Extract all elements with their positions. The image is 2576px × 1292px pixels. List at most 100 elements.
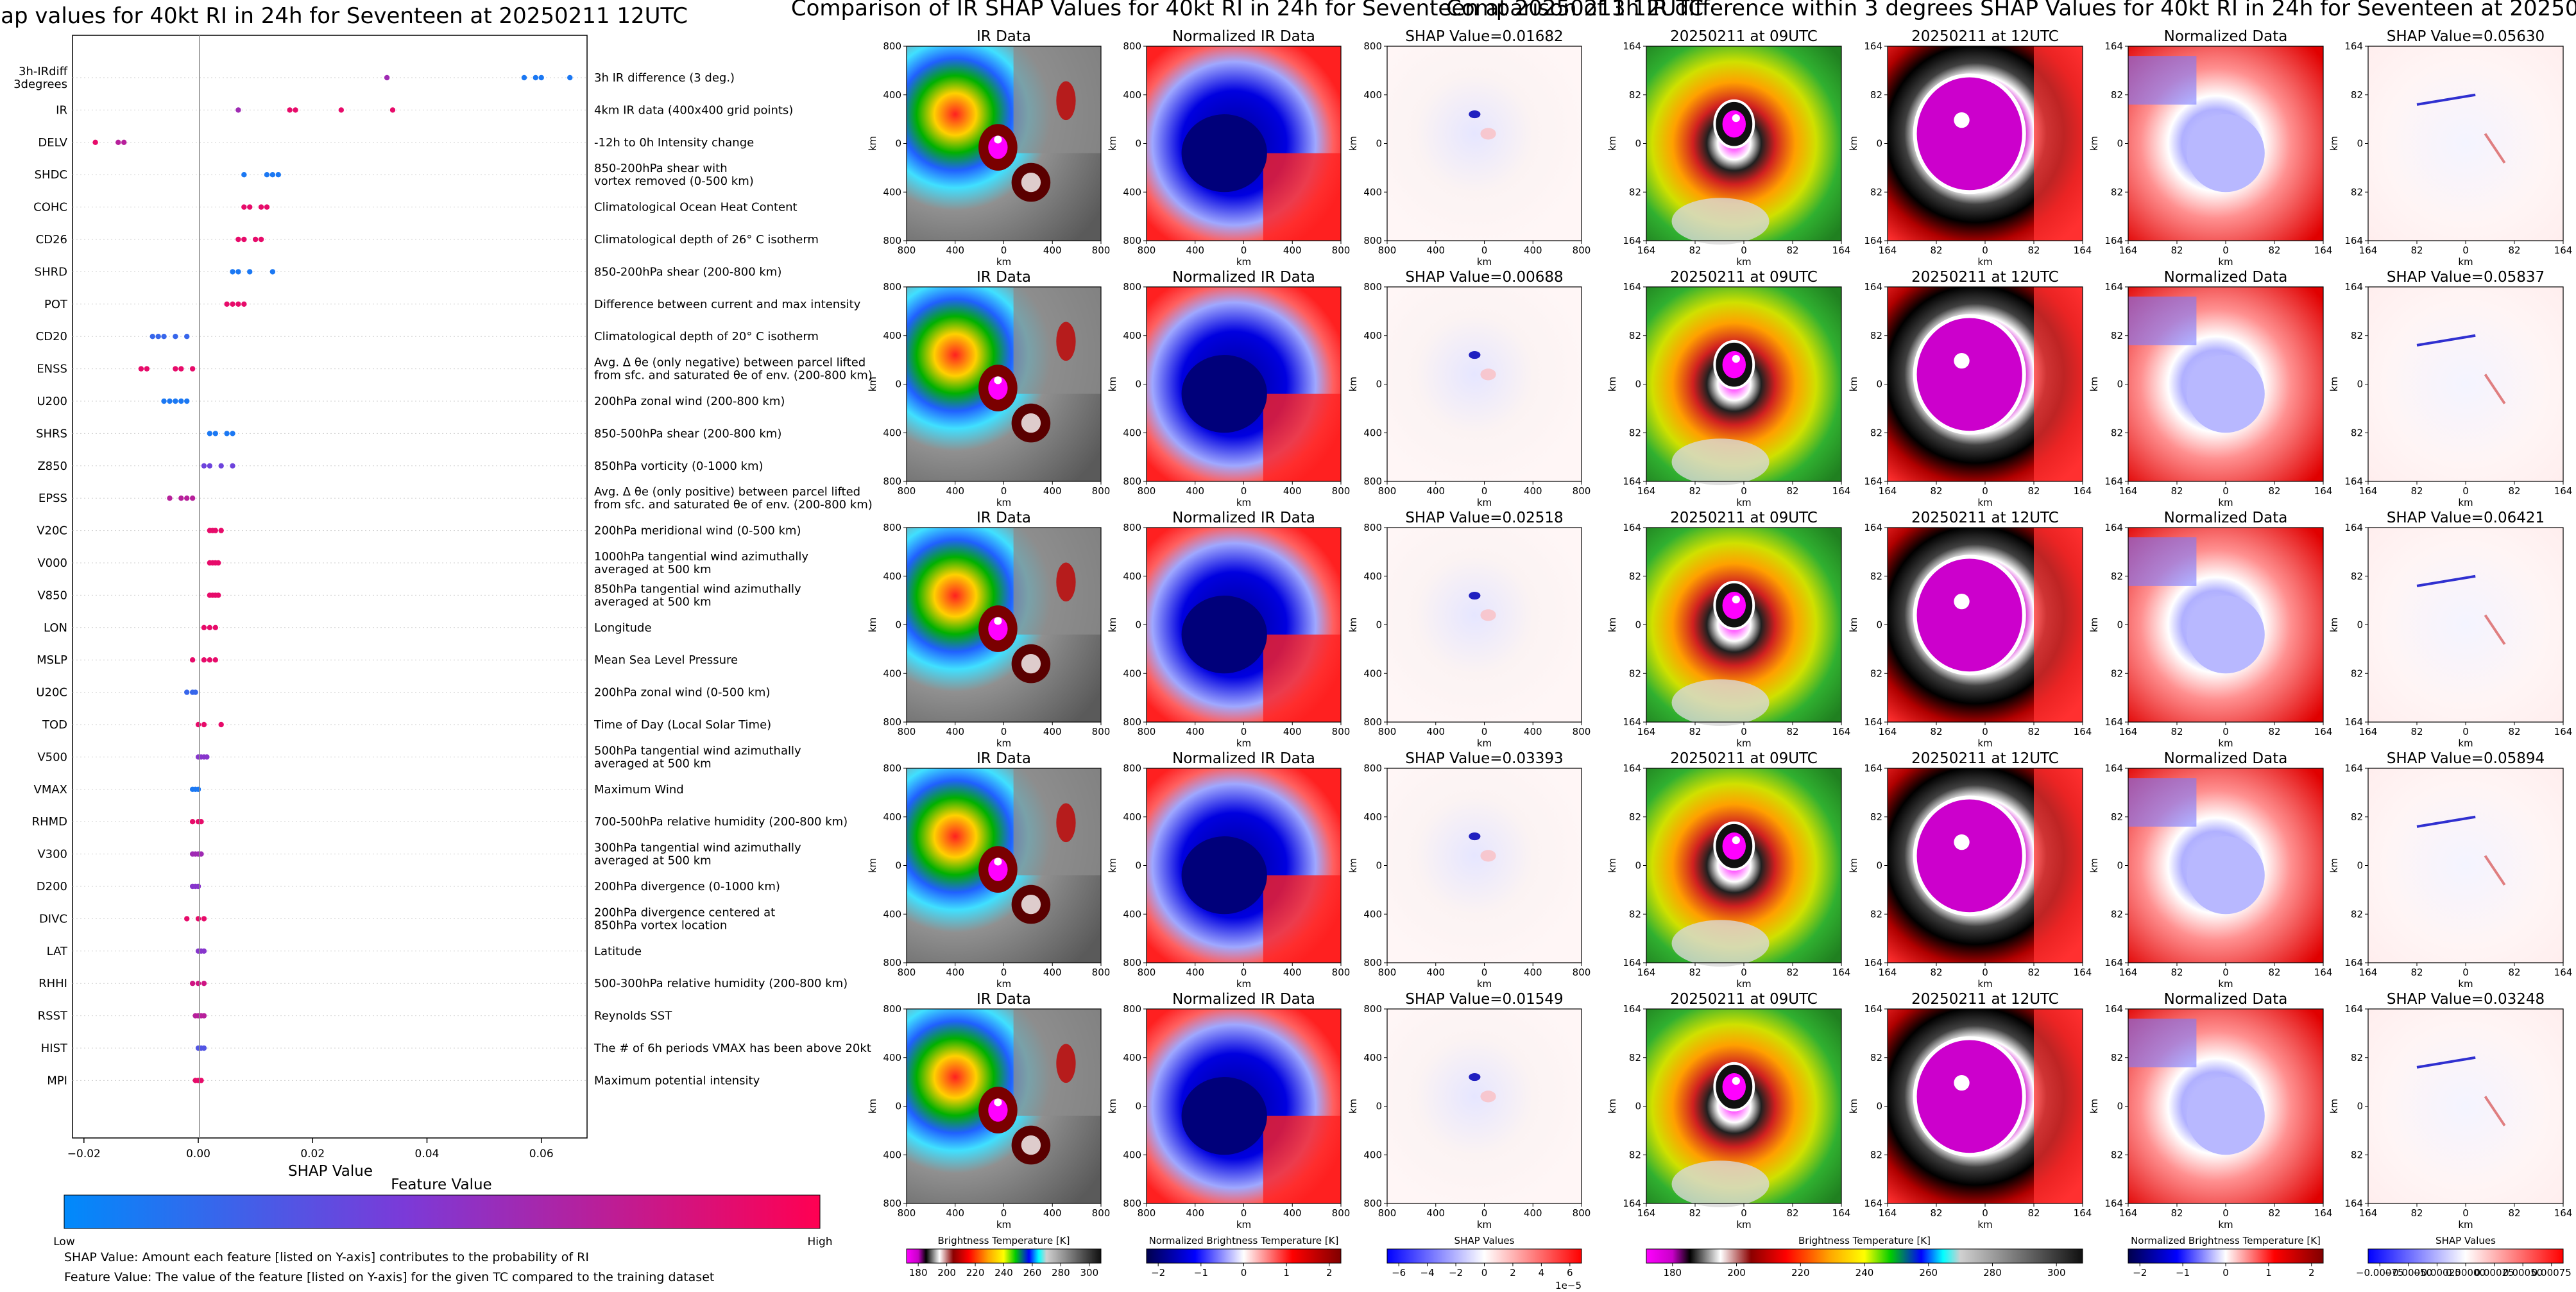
panel-y-tick: 400 <box>883 908 901 920</box>
panel-x-label: km <box>1236 1219 1251 1230</box>
panel-y-tick: 164 <box>1864 476 1882 487</box>
panel-y-label: km <box>867 858 878 873</box>
panel-x-tick: 0 <box>2222 726 2229 737</box>
panel-x-tick: 82 <box>1689 245 1701 256</box>
feature-code-label: CD26 <box>36 233 67 246</box>
panel-y-tick: 82 <box>1870 668 1882 679</box>
feature-code-label: D200 <box>37 880 67 893</box>
panel-x-tick: 400 <box>1186 1207 1204 1219</box>
panel-x-tick: 0 <box>1001 485 1007 497</box>
panel-x-tick: 164 <box>1879 967 1897 978</box>
shap-point <box>241 204 247 210</box>
panel-title: SHAP Value=0.02518 <box>1405 510 1563 526</box>
x-tick-label: 0.02 <box>300 1148 325 1160</box>
colorbar-tick: −4 <box>1420 1267 1435 1279</box>
feature-description-label: Reynolds SST <box>594 1010 672 1023</box>
panel-y-tick: 82 <box>2351 908 2363 920</box>
feature-code-label: RSST <box>38 1010 68 1023</box>
panel-title: 20250211 at 09UTC <box>1670 750 1818 767</box>
panel-y-label: km <box>1607 377 1618 392</box>
colorbar-tick: 0.00075 <box>2532 1267 2572 1279</box>
feature-description-label: Maximum potential intensity <box>594 1074 760 1087</box>
panel-y-tick: 164 <box>2104 1198 2123 1209</box>
panel-y-tick: 82 <box>2111 668 2123 679</box>
colorbar-tick: 260 <box>1919 1267 1938 1279</box>
panel-y-label: km <box>1347 377 1359 392</box>
feature-code-label: U20C <box>36 686 67 700</box>
panel-y-tick: 0 <box>1635 138 1641 150</box>
panel-y-tick: 400 <box>1123 1149 1141 1160</box>
shap-rows: 3h-IRdiff 3degrees 3h IR difference (3 deg… <box>13 65 873 1087</box>
feature-code-label: VMAX <box>34 783 68 797</box>
shap-point <box>207 657 213 663</box>
shap-point <box>173 398 178 404</box>
x-tick-label: 0.00 <box>186 1148 210 1160</box>
shap-point <box>189 981 196 986</box>
panel-y-tick: 82 <box>2351 668 2363 679</box>
panel-title: SHAP Value=0.03248 <box>2387 991 2545 1008</box>
colorbar: SHAP Values−0.00075−0.00050−0.000250.000… <box>2356 1235 2572 1279</box>
feature-description-label: 700-500hPa relative humidity (200-800 km… <box>594 815 848 829</box>
shap-point <box>212 624 218 630</box>
panel-y-tick: 400 <box>1363 811 1382 823</box>
panel-image <box>2368 46 2563 241</box>
panel-y-tick: 0 <box>1135 1101 1141 1112</box>
panel-y-tick: 400 <box>883 811 901 823</box>
panel-x-tick: 164 <box>2074 726 2092 737</box>
panel-title: 20250211 at 12UTC <box>1911 510 2059 526</box>
shap-plot-frame <box>72 35 588 1139</box>
panel-x-tick: 82 <box>2171 726 2183 737</box>
panel-y-tick: 0 <box>1376 619 1382 631</box>
panel-x-tick: 164 <box>2314 485 2333 497</box>
shap-point <box>218 528 224 533</box>
panel-x-tick: 0 <box>1001 245 1007 256</box>
panel-y-tick: 400 <box>1123 811 1141 823</box>
panel-y-tick: 82 <box>1629 668 1641 679</box>
shap-point <box>275 172 281 178</box>
ir-panel: Normalized IR Data8008004004000040040080… <box>1107 269 1350 508</box>
panel-x-tick: 82 <box>2410 967 2423 978</box>
panel-x-label: km <box>1236 737 1251 749</box>
feature-code-label: SHDC <box>35 168 67 182</box>
shap-point <box>189 495 196 501</box>
panel-y-tick: 82 <box>2351 186 2363 198</box>
panel-x-tick: 0 <box>1001 1207 1007 1219</box>
panel-y-tick: 800 <box>883 476 901 487</box>
panel-x-label: km <box>2458 737 2473 749</box>
panel-y-tick: 0 <box>1376 1101 1382 1112</box>
shap-point <box>195 916 201 922</box>
panel-x-tick: 82 <box>1930 726 1942 737</box>
panel-x-label: km <box>996 497 1011 508</box>
panel-x-tick: 800 <box>1573 485 1591 497</box>
colorbar-tick: 260 <box>1023 1267 1042 1279</box>
panel-y-tick: 164 <box>2344 1198 2363 1209</box>
panel-title: Normalized Data <box>2164 269 2288 286</box>
panel-x-tick: 800 <box>1573 245 1591 256</box>
ir-diff-comparison-grid: 20250211 at 09UTC 164 164 82 82 0 0 82 82 164 164 k… <box>1607 28 2572 1230</box>
panel-y-label: km <box>1347 1099 1359 1114</box>
panel-y-label: km <box>2328 617 2340 632</box>
panel-y-tick: 164 <box>2104 40 2123 52</box>
panel-x-tick: 0 <box>1241 967 1247 978</box>
panel-x-label: km <box>1736 737 1751 749</box>
panel-x-tick: 800 <box>1378 485 1397 497</box>
panel-y-tick: 164 <box>1623 1198 1641 1209</box>
panel-x-tick: 800 <box>1573 967 1591 978</box>
feature-code-label: SHRD <box>35 265 67 279</box>
ir-diff-panel: SHAP Value=0.056301641648282008282164164… <box>2328 28 2572 268</box>
panel-x-tick: 164 <box>2314 1207 2333 1219</box>
feature-code-label: V500 <box>37 750 67 764</box>
feature-description-label: The # of 6h periods VMAX has been above … <box>593 1042 871 1055</box>
panel-x-label: km <box>996 256 1011 268</box>
panel-title: IR Data <box>977 269 1031 286</box>
panel-y-label: km <box>2328 858 2340 873</box>
panel-y-tick: 400 <box>1123 571 1141 582</box>
panel-y-tick: 800 <box>1123 957 1141 969</box>
panel-title: Normalized IR Data <box>1172 991 1315 1008</box>
feature-description-label: 4km IR data (400x400 grid points) <box>594 103 793 117</box>
panel-x-tick: 82 <box>2027 1207 2040 1219</box>
shap-point <box>224 301 230 307</box>
panel-x-tick: 164 <box>2074 245 2092 256</box>
panel-x-tick: 400 <box>1186 245 1204 256</box>
